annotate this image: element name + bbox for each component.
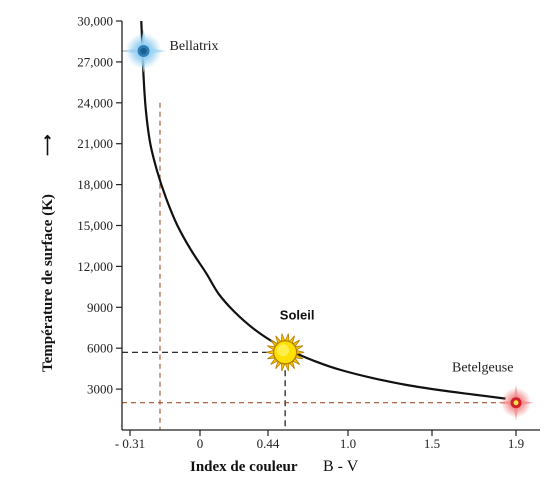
y-tick-label: 3000 [87,382,113,397]
y-tick-label: 27,000 [77,54,113,69]
y-tick-label: 12,000 [77,259,113,274]
guide-lines [122,50,506,430]
star-markers: Bellatrix Soleil Betelgeuse [121,28,534,421]
y-tick-label: 21,000 [77,136,113,151]
x-tick-label: 1.0 [340,436,356,451]
y-tick-label: 9000 [87,300,113,315]
curve-layer [140,20,506,400]
x-tick-label: 1.5 [424,436,440,451]
temperature-curve [140,20,506,400]
y-tick-label: 15,000 [77,218,113,233]
betelgeuse-label: Betelgeuse [452,361,513,376]
x-tick-label: 0 [197,436,204,451]
betelgeuse-star-icon [498,384,534,421]
y-axis-arrow: ⟶ [40,134,56,156]
x-tick-label: 0.44 [257,436,280,451]
y-axis-label-group: Température de surface (K) ⟶ [40,134,56,372]
x-tick-label: 1.9 [508,436,524,451]
x-axis-label: Index de couleur [190,459,298,475]
y-axis-label: Température de surface (K) [40,194,56,372]
soleil-label: Soleil [280,307,315,322]
y-tick-label: 6000 [87,341,113,356]
soleil-sun-icon [266,333,305,372]
y-tick-label: 24,000 [77,95,113,110]
x-axis-label-suffix: B - V [323,458,359,475]
bellatrix-label: Bellatrix [170,39,219,54]
axes: 3000 6000 9000 12,000 15,000 18,000 21,000 24,0… [77,14,540,451]
y-tick-label: 18,000 [77,177,113,192]
y-tick-label: 30,000 [77,14,113,29]
x-tick-label: - 0.31 [115,436,145,451]
bellatrix-star-icon [121,28,166,73]
